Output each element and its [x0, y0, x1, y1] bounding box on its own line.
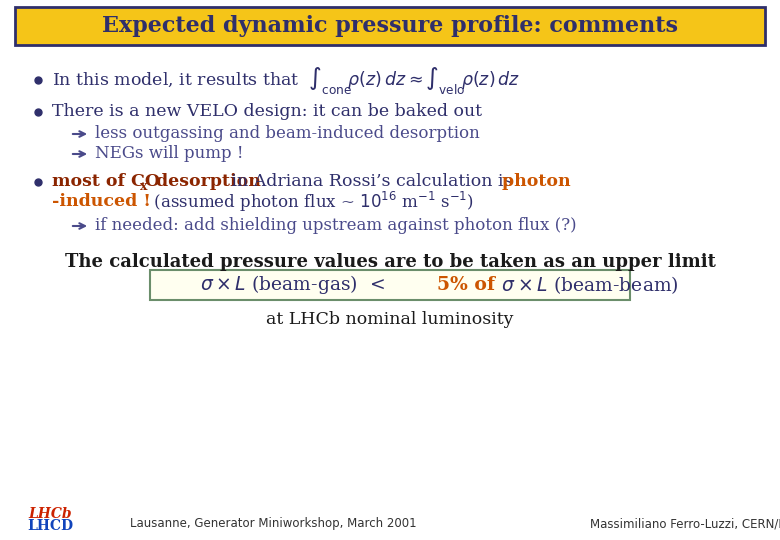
- Bar: [150, 270, 630, 300]
- Text: in Adriana Rossi’s calculation is: in Adriana Rossi’s calculation is: [226, 173, 512, 191]
- Text: $\sigma \times L$ (beam-gas)  <: $\sigma \times L$ (beam-gas) <: [200, 273, 392, 296]
- Text: most of CO: most of CO: [52, 173, 160, 191]
- Bar: [15, 7, 765, 45]
- Text: Lausanne, Generator Miniworkshop, March 2001: Lausanne, Generator Miniworkshop, March …: [130, 517, 417, 530]
- Text: x: x: [140, 180, 147, 193]
- Text: photon: photon: [496, 173, 571, 191]
- Text: LHCD: LHCD: [27, 519, 73, 533]
- Text: 5% of: 5% of: [437, 276, 495, 294]
- Text: -induced !: -induced !: [52, 193, 151, 211]
- Text: NEGs will pump !: NEGs will pump !: [95, 145, 243, 163]
- Text: if needed: add shielding upstream against photon flux (?): if needed: add shielding upstream agains…: [95, 218, 576, 234]
- Text: Expected dynamic pressure profile: comments: Expected dynamic pressure profile: comme…: [102, 15, 678, 37]
- Text: There is a new VELO design: it can be baked out: There is a new VELO design: it can be ba…: [52, 104, 482, 120]
- Text: at LHCb nominal luminosity: at LHCb nominal luminosity: [266, 312, 514, 328]
- Text: less outgassing and beam-induced desorption: less outgassing and beam-induced desorpt…: [95, 125, 480, 143]
- Text: Massimiliano Ferro-Luzzi, CERN/EP: Massimiliano Ferro-Luzzi, CERN/EP: [590, 517, 780, 530]
- Text: desorption: desorption: [150, 173, 261, 191]
- Text: $\sigma \times L$ (beam-beam): $\sigma \times L$ (beam-beam): [490, 274, 679, 296]
- Text: In this model, it results that  $\int_{\rm cone}\!\rho(z)\,dz \approx \int_{\rm : In this model, it results that $\int_{\r…: [52, 64, 520, 96]
- Text: LHCb: LHCb: [28, 507, 72, 521]
- Text: The calculated pressure values are to be taken as an upper limit: The calculated pressure values are to be…: [65, 253, 715, 271]
- Text: (assumed photon flux ~ $10^{16}$ m$^{-1}$ s$^{-1}$): (assumed photon flux ~ $10^{16}$ m$^{-1}…: [138, 190, 474, 214]
